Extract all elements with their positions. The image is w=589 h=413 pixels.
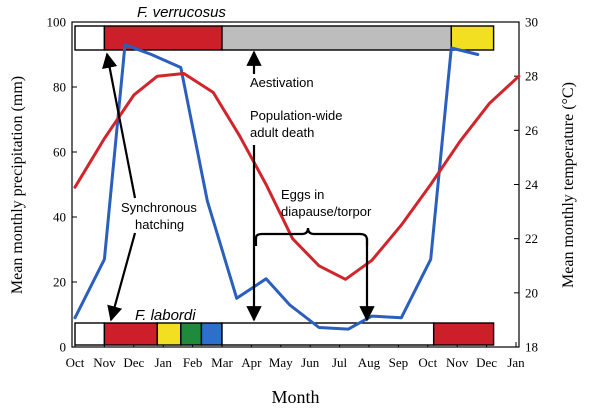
- bottom-bar-segment: [74, 322, 106, 346]
- y-left-tick-label: 40: [53, 210, 66, 225]
- y-right-tick-label: 28: [525, 69, 538, 84]
- hatching-label-1: Synchronous: [121, 200, 197, 215]
- y-right-tick-label: 26: [525, 123, 539, 138]
- x-tick-label: Dec: [123, 355, 144, 370]
- y-right-tick-label: 18: [525, 340, 538, 355]
- x-tick-label: Feb: [183, 355, 203, 370]
- x-tick-label: Jul: [332, 355, 348, 370]
- hatching-arrow-up: [102, 52, 137, 199]
- y-left-tick-label: 0: [60, 340, 67, 355]
- annotation-arrows: [102, 50, 375, 322]
- y-left-tick-label: 100: [47, 15, 67, 30]
- x-tick-label: Oct: [66, 355, 85, 370]
- temperature-line: [73, 72, 521, 281]
- hatching-label-2: hatching: [135, 217, 184, 232]
- life-cycle-bars: [74, 25, 495, 346]
- x-tick-label: Apr: [241, 355, 262, 370]
- plot-frame: [71, 21, 520, 348]
- y-left-tick-label: 60: [53, 145, 66, 160]
- eggs-brace: [254, 227, 369, 246]
- adult-death-label-2: adult death: [250, 125, 314, 140]
- y-right-tick-label: 30: [525, 15, 538, 30]
- top-bar-segment: [450, 25, 495, 51]
- aestivation-label: Aestivation: [250, 75, 314, 90]
- top-bar-species-label: F. verrucosus: [137, 4, 226, 21]
- y-right-tick-label: 24: [525, 177, 539, 192]
- adult-death-label-1: Population-wide: [250, 108, 343, 123]
- y-axis-right-title: Mean monthly temperature (°C): [560, 82, 577, 288]
- y-right-tick-label: 20: [525, 285, 538, 300]
- data-lines: [73, 43, 521, 331]
- bottom-bar-species-label: F. labordi: [135, 307, 196, 324]
- hatching-arrow-down: [107, 232, 137, 322]
- x-tick-label: May: [269, 355, 293, 370]
- y-right-tick-label: 22: [525, 231, 538, 246]
- x-tick-label: Nov: [93, 355, 116, 370]
- top-bar-segment: [221, 25, 453, 51]
- x-tick-label: Dec: [476, 355, 497, 370]
- x-tick-label: Mar: [211, 355, 233, 370]
- eggs-label-2: diapause/torpor: [281, 204, 372, 219]
- x-tick-label: Aug: [358, 355, 381, 370]
- tick-marks: [72, 21, 519, 348]
- tick-labels: Oct Nov Dec Jan Feb Mar Apr May Jun Jul Aug Sep Oct N…: [47, 15, 539, 371]
- bottom-bar-segment: [221, 322, 435, 346]
- eggs-label-1: Eggs in: [281, 187, 324, 202]
- y-axis-left-title: Mean monthly precipitation (mm): [9, 76, 26, 294]
- x-tick-label: Sep: [389, 355, 409, 370]
- bottom-bar-segment: [200, 322, 223, 346]
- x-tick-label: Nov: [446, 355, 469, 370]
- x-tick-label: Oct: [418, 355, 437, 370]
- top-bar-segment: [74, 25, 106, 51]
- x-tick-label: Jun: [301, 355, 320, 370]
- y-left-tick-label: 20: [53, 275, 66, 290]
- y-left-tick-label: 80: [53, 80, 66, 95]
- precipitation-line: [73, 43, 480, 331]
- bottom-bar-segment: [432, 322, 495, 346]
- bottom-bar-segment: [156, 322, 182, 346]
- x-tick-label: Jan: [155, 355, 173, 370]
- bottom-bar-segment: [103, 322, 159, 346]
- x-axis-title: Month: [271, 387, 319, 407]
- x-tick-label: Jan: [507, 355, 525, 370]
- top-bar-segment: [103, 25, 223, 51]
- bottom-bar-segment: [180, 322, 203, 346]
